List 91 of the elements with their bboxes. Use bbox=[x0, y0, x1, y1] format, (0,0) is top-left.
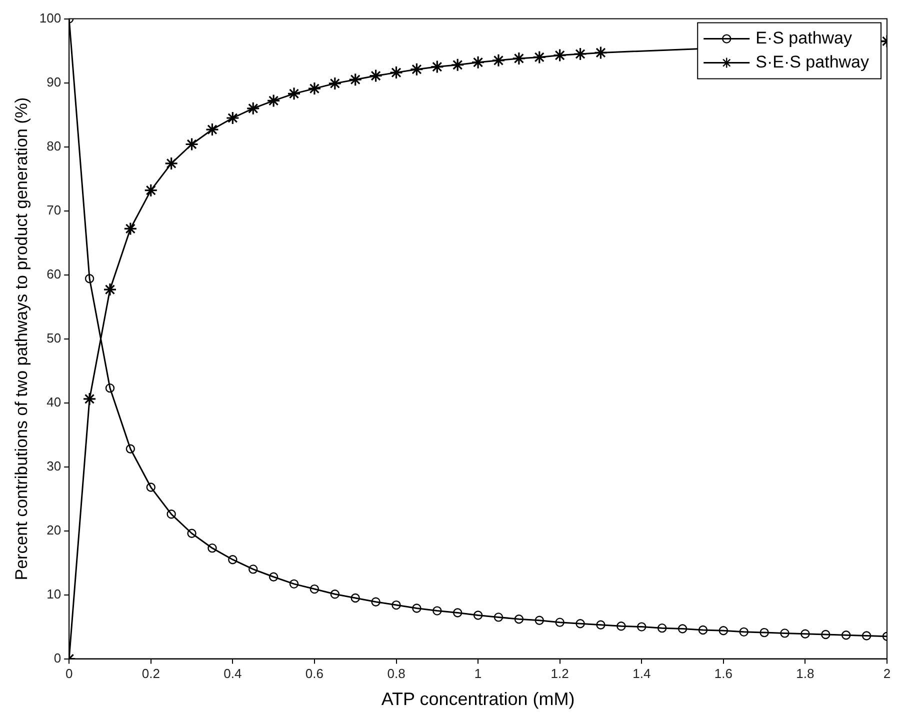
point bbox=[389, 66, 404, 80]
point bbox=[289, 579, 299, 589]
x-tick-label: 2 bbox=[883, 666, 891, 682]
point bbox=[534, 616, 544, 625]
point bbox=[862, 631, 872, 640]
point bbox=[226, 111, 240, 125]
point bbox=[348, 72, 362, 86]
point bbox=[369, 68, 383, 83]
point bbox=[228, 555, 238, 564]
y-tick-label: 70 bbox=[46, 202, 62, 218]
y-tick-label: 20 bbox=[46, 522, 62, 538]
point bbox=[596, 620, 606, 630]
y-tick-label: 80 bbox=[46, 138, 62, 154]
point bbox=[184, 137, 199, 152]
x-tick-label: 0 bbox=[65, 666, 73, 682]
x-axis-title: ATP concentration (mM) bbox=[381, 689, 575, 710]
point bbox=[103, 282, 117, 296]
point bbox=[308, 82, 322, 96]
point bbox=[553, 48, 567, 62]
point bbox=[144, 184, 158, 198]
point bbox=[450, 58, 464, 72]
point bbox=[82, 392, 96, 406]
point bbox=[473, 610, 483, 620]
point bbox=[739, 627, 748, 637]
y-tick-label: 30 bbox=[46, 458, 62, 474]
point bbox=[432, 606, 442, 616]
point bbox=[780, 628, 790, 638]
x-tick-label: 1.6 bbox=[714, 666, 732, 682]
point bbox=[616, 622, 626, 631]
point bbox=[698, 625, 708, 635]
point bbox=[266, 94, 280, 108]
point bbox=[166, 510, 176, 519]
point bbox=[573, 47, 588, 61]
point bbox=[842, 630, 851, 640]
point bbox=[84, 274, 94, 284]
x-tick-label: 1.2 bbox=[550, 666, 569, 682]
point bbox=[532, 50, 546, 64]
legend-label: S·E·S pathway bbox=[756, 52, 870, 72]
point bbox=[594, 46, 608, 60]
point bbox=[760, 628, 769, 638]
point bbox=[718, 626, 728, 636]
point bbox=[821, 630, 830, 640]
point bbox=[105, 383, 115, 393]
point bbox=[164, 156, 178, 170]
point bbox=[208, 543, 217, 553]
point bbox=[268, 572, 278, 582]
point bbox=[328, 76, 342, 90]
x-tick-label: 1.8 bbox=[796, 666, 814, 682]
point bbox=[410, 62, 424, 76]
point bbox=[124, 222, 138, 236]
point bbox=[514, 614, 524, 624]
point bbox=[371, 597, 380, 606]
point bbox=[452, 608, 462, 618]
point bbox=[248, 564, 258, 574]
point bbox=[330, 590, 340, 599]
point bbox=[126, 444, 136, 454]
y-tick-label: 40 bbox=[46, 394, 62, 410]
legend-label: E·S pathway bbox=[756, 28, 852, 48]
point bbox=[657, 623, 667, 633]
point bbox=[146, 482, 156, 492]
y-tick-label: 100 bbox=[39, 10, 62, 26]
point bbox=[637, 622, 646, 632]
point bbox=[350, 593, 360, 603]
x-tick-label: 1.4 bbox=[632, 666, 651, 682]
y-axis-title: Percent contributions of two pathways to product generation (%) bbox=[12, 97, 31, 580]
point bbox=[576, 619, 585, 628]
y-tick-label: 10 bbox=[46, 586, 62, 602]
y-tick-label: 50 bbox=[46, 330, 62, 346]
point bbox=[205, 122, 220, 136]
x-tick-label: 1 bbox=[474, 666, 482, 682]
point bbox=[512, 52, 526, 66]
point bbox=[412, 604, 422, 613]
x-tick-label: 0.6 bbox=[305, 666, 324, 682]
point bbox=[800, 629, 810, 638]
y-tick-label: 60 bbox=[46, 266, 62, 282]
y-tick-label: 90 bbox=[46, 74, 62, 90]
point bbox=[187, 528, 196, 538]
point bbox=[430, 60, 444, 74]
x-tick-label: 0.4 bbox=[224, 666, 242, 682]
x-tick-label: 0.8 bbox=[387, 666, 406, 682]
point bbox=[678, 624, 688, 634]
point bbox=[492, 54, 506, 68]
point bbox=[494, 612, 504, 622]
point bbox=[471, 56, 485, 70]
point bbox=[392, 600, 401, 610]
point bbox=[287, 86, 301, 100]
point bbox=[310, 584, 320, 594]
point bbox=[555, 618, 564, 627]
y-tick-label: 0 bbox=[54, 650, 62, 666]
x-tick-label: 0.2 bbox=[142, 666, 160, 682]
point bbox=[246, 102, 260, 116]
